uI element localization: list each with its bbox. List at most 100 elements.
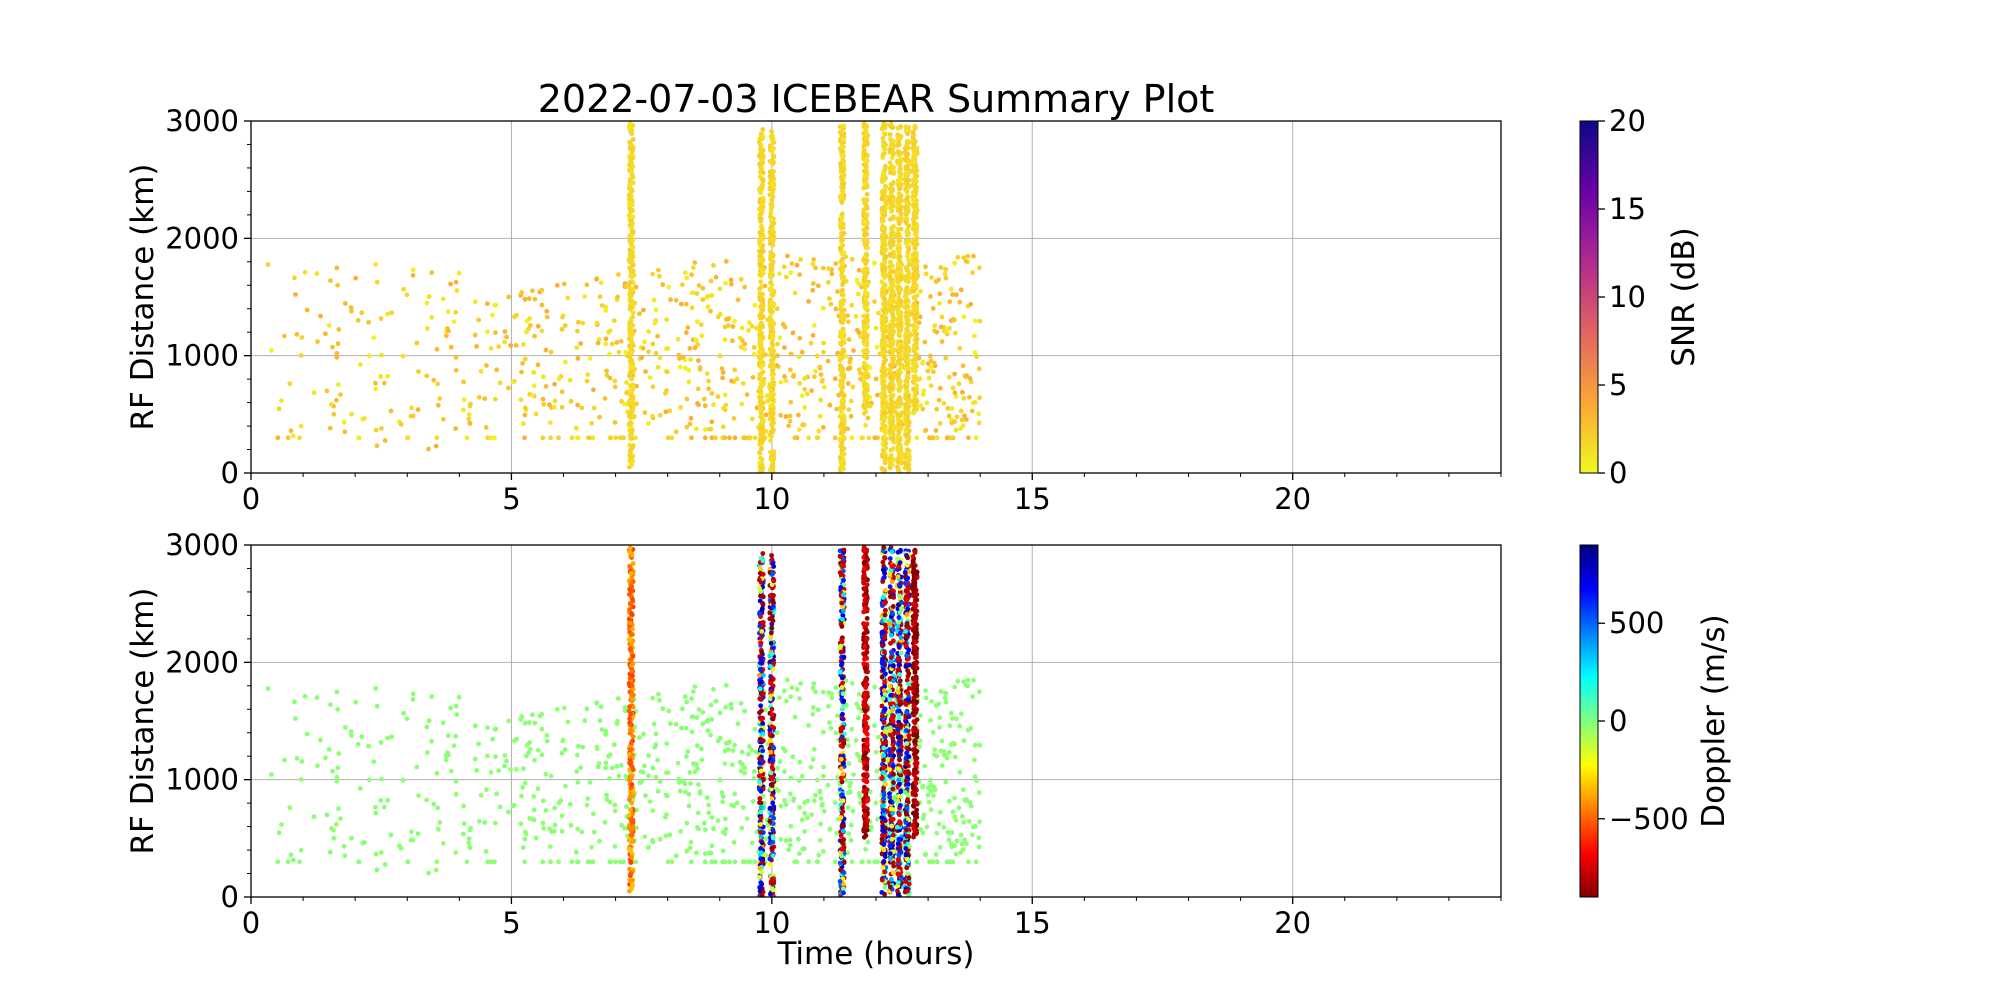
data-point bbox=[838, 225, 844, 231]
data-point bbox=[792, 714, 798, 720]
data-point bbox=[943, 266, 948, 272]
data-point bbox=[913, 308, 919, 314]
data-point bbox=[492, 435, 497, 441]
data-point bbox=[472, 756, 478, 762]
data-point bbox=[424, 724, 430, 730]
data-point bbox=[711, 263, 716, 268]
data-point bbox=[484, 363, 489, 368]
data-point bbox=[911, 279, 917, 285]
data-point bbox=[840, 287, 845, 293]
data-point bbox=[911, 197, 916, 203]
data-point bbox=[482, 820, 488, 825]
data-point bbox=[689, 729, 695, 735]
data-point bbox=[326, 747, 332, 752]
data-point bbox=[460, 407, 466, 413]
data-point bbox=[898, 175, 904, 181]
data-point bbox=[290, 857, 296, 863]
data-point bbox=[896, 291, 902, 296]
data-point bbox=[976, 366, 982, 372]
data-point bbox=[664, 741, 670, 746]
data-point bbox=[881, 372, 886, 378]
data-point bbox=[881, 236, 887, 241]
data-point bbox=[426, 446, 431, 452]
data-point bbox=[862, 197, 868, 203]
data-point bbox=[627, 563, 632, 569]
data-point bbox=[633, 859, 638, 865]
data-point bbox=[817, 364, 823, 370]
data-point bbox=[623, 349, 629, 355]
data-point bbox=[626, 192, 632, 198]
data-point bbox=[882, 150, 887, 156]
data-point bbox=[804, 815, 810, 821]
data-point bbox=[770, 415, 776, 421]
data-point bbox=[928, 777, 933, 783]
data-point bbox=[770, 397, 776, 402]
data-point bbox=[879, 279, 885, 285]
data-point bbox=[379, 352, 384, 358]
data-point bbox=[888, 235, 894, 241]
data-point bbox=[415, 407, 421, 412]
data-point bbox=[758, 410, 764, 415]
data-point bbox=[410, 267, 416, 273]
data-point bbox=[865, 415, 871, 421]
data-point bbox=[769, 340, 775, 346]
data-point bbox=[539, 726, 545, 732]
data-point bbox=[767, 169, 773, 175]
data-point bbox=[952, 684, 958, 690]
data-point bbox=[408, 837, 414, 843]
data-point bbox=[597, 414, 602, 420]
data-point bbox=[968, 725, 974, 731]
data-point bbox=[429, 694, 435, 699]
data-point bbox=[603, 732, 609, 737]
data-point bbox=[963, 798, 969, 804]
data-point bbox=[331, 411, 337, 417]
data-point bbox=[812, 798, 817, 804]
data-point bbox=[535, 747, 541, 753]
data-point bbox=[888, 268, 894, 274]
data-point bbox=[961, 395, 967, 401]
data-point bbox=[771, 236, 776, 242]
data-point bbox=[594, 700, 599, 706]
data-point bbox=[912, 159, 917, 165]
data-point bbox=[758, 800, 764, 806]
data-point bbox=[932, 752, 937, 758]
data-point bbox=[976, 844, 982, 850]
data-point bbox=[734, 376, 740, 382]
data-point bbox=[528, 747, 533, 752]
data-point bbox=[565, 719, 571, 725]
data-point bbox=[552, 404, 557, 410]
data-point bbox=[928, 807, 934, 813]
data-point bbox=[711, 826, 716, 832]
data-point bbox=[328, 278, 333, 283]
data-point bbox=[709, 419, 715, 425]
data-point bbox=[937, 421, 943, 426]
data-point bbox=[804, 391, 810, 397]
data-point bbox=[700, 709, 706, 715]
data-point bbox=[914, 275, 920, 281]
data-point bbox=[769, 129, 774, 134]
data-point bbox=[669, 859, 675, 865]
data-point bbox=[630, 839, 636, 844]
data-point bbox=[904, 381, 910, 387]
data-point bbox=[882, 210, 888, 215]
data-point bbox=[747, 435, 753, 441]
data-point bbox=[627, 704, 633, 709]
data-point bbox=[837, 455, 843, 460]
data-point bbox=[799, 349, 805, 355]
data-point bbox=[888, 453, 894, 458]
data-point bbox=[757, 566, 763, 571]
data-point bbox=[700, 297, 706, 303]
data-point bbox=[552, 398, 558, 404]
data-point bbox=[628, 218, 634, 224]
data-point bbox=[768, 210, 774, 216]
data-point bbox=[707, 850, 712, 856]
data-point bbox=[628, 638, 633, 643]
data-point bbox=[787, 418, 793, 424]
data-point bbox=[575, 402, 581, 408]
data-point bbox=[923, 271, 929, 277]
data-point bbox=[568, 398, 574, 404]
data-point bbox=[943, 355, 949, 361]
data-point bbox=[275, 435, 281, 441]
data-point bbox=[617, 859, 623, 865]
data-point bbox=[839, 381, 845, 387]
